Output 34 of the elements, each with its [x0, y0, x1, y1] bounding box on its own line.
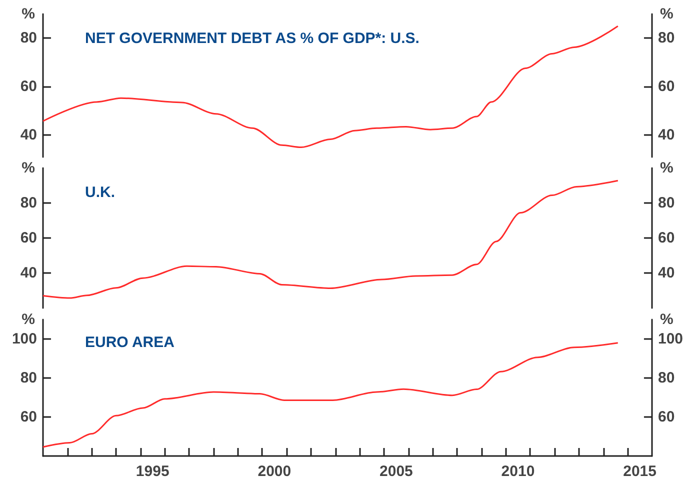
y-tick-label: 60 [20, 78, 37, 96]
line-series [42, 180, 619, 299]
x-tick-label: 1995 [136, 463, 170, 480]
y-tick-label: 60 [20, 230, 37, 246]
y2-axis-title: % [660, 160, 674, 176]
y2-tick-label: 60 [658, 78, 675, 96]
text: NET GOVERNMENT DEBT AS % OF GDP*: U.S. [85, 30, 420, 47]
line-series [42, 25, 619, 148]
y2-axis-title: % [660, 6, 674, 22]
y2-tick-label: 100 [658, 330, 684, 348]
y-tick-label: 80 [20, 30, 37, 47]
y-axis-title: % [22, 311, 35, 328]
y2-tick-label: 60 [658, 408, 675, 426]
y-tick-label: 80 [20, 194, 37, 212]
x-tick-label: 2005 [380, 463, 413, 480]
text: U.K. [85, 184, 115, 201]
y2-tick-label: 80 [658, 370, 675, 386]
y2-tick-label: 40 [658, 264, 675, 282]
text: EURO AREA [85, 334, 175, 351]
y2-axis-title: % [660, 311, 674, 328]
y2-tick-label: 80 [658, 194, 675, 212]
y2-tick-label: 60 [658, 230, 675, 246]
y-tick-label: 40 [20, 264, 37, 282]
y-axis-title: % [22, 6, 35, 22]
x-tick-label: 2000 [258, 463, 292, 480]
y-tick-label: 100 [12, 330, 37, 348]
x-tick-label: 2010 [501, 463, 535, 480]
y2-tick-label: 40 [658, 126, 675, 144]
x-tick-label: 2015 [623, 463, 656, 480]
y-tick-label: 60 [20, 408, 37, 426]
y2-tick-label: 80 [658, 30, 675, 47]
y-tick-label: 80 [20, 370, 37, 386]
y-axis-title: % [22, 160, 35, 176]
y-tick-label: 40 [20, 126, 37, 144]
